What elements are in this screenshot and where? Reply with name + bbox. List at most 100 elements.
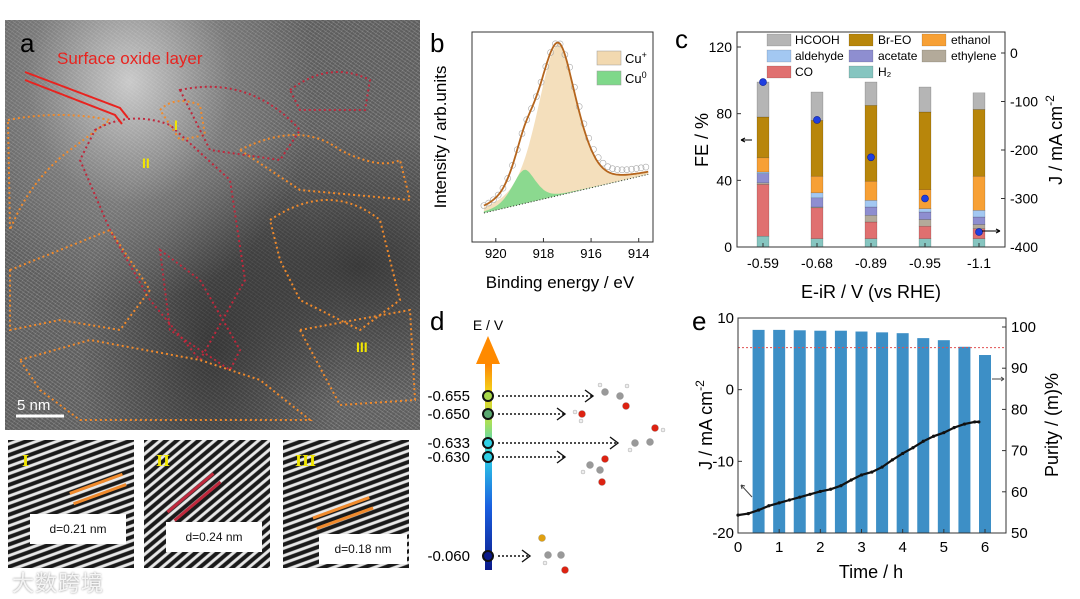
x-axis-label: Binding energy / eV [486, 273, 635, 292]
potential-marker [482, 390, 494, 402]
data-point [490, 196, 497, 204]
bar-segment-br-eo [864, 105, 878, 182]
legend-label: aldehyde [795, 49, 844, 63]
y-right-tick-label: 60 [1011, 484, 1028, 501]
data-point [509, 162, 516, 169]
bar-segment-acetate [972, 216, 986, 225]
y-axis-right-label: Purity / (m)% [1042, 373, 1062, 477]
purity-bar [752, 329, 765, 533]
bar-segment-aldehyde [864, 200, 878, 208]
bar-segment-ethylene [756, 182, 770, 185]
hrtem-inset-iii: III d=0.18 nm [283, 440, 409, 568]
bar-segment-acetate [918, 211, 932, 220]
purity-bar [917, 338, 930, 533]
x-tick-label: 920 [485, 246, 507, 261]
molecule-aldehyde-atom [597, 382, 603, 388]
panel-label-a: a [20, 28, 35, 58]
y-axis-label: J / mA cm-2 [693, 380, 716, 470]
potential-axis-arrowhead [476, 336, 500, 364]
y-tick-label: -10 [712, 453, 734, 470]
y-tick-label: 120 [709, 39, 733, 55]
x-tick-label: -0.68 [801, 255, 833, 271]
molecule-acetic-acid-atom [601, 455, 609, 463]
bar-segment-br-eo [972, 109, 986, 177]
x-tick-label: -0.59 [747, 255, 779, 271]
purity-bar [834, 330, 847, 533]
data-point [623, 166, 631, 173]
molecule-ethanol-atom [660, 427, 666, 433]
bar-segment-aldehyde [756, 171, 770, 174]
y-right-tick-label: -300 [1010, 191, 1038, 207]
bar-segment-hcooh [972, 92, 986, 110]
data-point [633, 165, 640, 172]
data-point [604, 163, 612, 170]
data-point [642, 163, 650, 171]
legend-swatch [921, 33, 947, 47]
bar-segment-hcooh [810, 91, 824, 121]
arrowhead [556, 407, 567, 421]
watermark-logo: 大数跨境 [12, 571, 105, 596]
bar-segment-ethylene [918, 219, 932, 227]
bar-segment-br-eo [918, 111, 932, 190]
data-point [552, 40, 559, 48]
bar-segment-br-eo [810, 120, 824, 177]
legend-label-cu-zero: Cu0 [625, 70, 647, 86]
bar-segment-aldehyde [810, 192, 824, 199]
purity-bar [937, 340, 950, 533]
plot-frame [737, 317, 1007, 534]
legend-label: ethanol [951, 33, 990, 47]
inset-label: II [156, 452, 171, 470]
molecule-acetic-acid-atom [580, 469, 586, 475]
molecule-bromoethanol-atom [561, 566, 569, 574]
molecule-ethanol-atom [646, 438, 654, 446]
y-tick-label: 10 [717, 310, 734, 327]
purity-bar [896, 333, 909, 533]
purity-bar [814, 330, 827, 533]
x-tick-label: 3 [857, 539, 865, 556]
bar-segment-co [756, 184, 770, 237]
molecule-ethanol-atom [651, 424, 659, 432]
legend-label: acetate [878, 49, 918, 63]
x-axis-label: Time / h [839, 562, 903, 582]
legend-label-cu-plus: Cu+ [625, 50, 647, 66]
y-right-tick-label: 100 [1011, 319, 1036, 336]
legend-label: H₂ [878, 65, 892, 79]
potential-marker [482, 451, 494, 463]
scale-bar-label: 5 nm [17, 397, 50, 414]
region-label-i: I [174, 117, 178, 133]
bar-segment-acetate [756, 173, 770, 184]
current-density-point [759, 78, 767, 86]
tem-region-outlines [6, 71, 417, 421]
left-axis-arrow [740, 137, 752, 143]
bar-segment-acetate [810, 197, 824, 208]
bar-segment-ethanol [864, 180, 878, 201]
legend-swatch [848, 33, 874, 47]
potential-axis-bar [485, 360, 492, 570]
molecule-bromoethanol-atom [557, 551, 565, 559]
surface-oxide-label: Surface oxide layer [57, 49, 203, 68]
purity-bar [855, 331, 868, 533]
legend-swatch-cu-plus [596, 50, 622, 66]
tem-image [5, 20, 420, 430]
purity-bar [958, 346, 971, 533]
legend-label: Br-EO [878, 33, 911, 47]
inset-label: III [295, 452, 317, 470]
molecule-ethanol-atom [627, 447, 633, 453]
molecule-acetic-acid-atom [586, 461, 594, 469]
x-tick-label: 914 [628, 246, 650, 261]
x-tick-label: 0 [734, 539, 742, 556]
data-point [628, 165, 635, 173]
x-tick-label: 2 [816, 539, 824, 556]
current-trace-line [737, 420, 979, 517]
data-point [528, 105, 535, 112]
arrowhead [609, 436, 620, 450]
y-right-tick-label: -100 [1010, 94, 1038, 110]
region-label-iii: III [356, 339, 368, 355]
legend-label: HCOOH [795, 33, 840, 47]
bar-segment-ethanol [810, 175, 824, 194]
arrowhead [584, 389, 595, 403]
legend-swatch [766, 65, 792, 79]
molecule-aldehyde-atom [622, 402, 630, 410]
molecule-aldehyde-atom [624, 383, 630, 389]
peak-fill-cu+ [483, 44, 649, 214]
